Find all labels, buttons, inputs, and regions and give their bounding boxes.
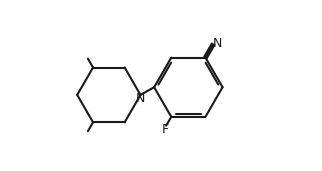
Text: N: N: [136, 92, 145, 105]
Text: N: N: [213, 37, 222, 50]
Text: F: F: [162, 123, 169, 136]
